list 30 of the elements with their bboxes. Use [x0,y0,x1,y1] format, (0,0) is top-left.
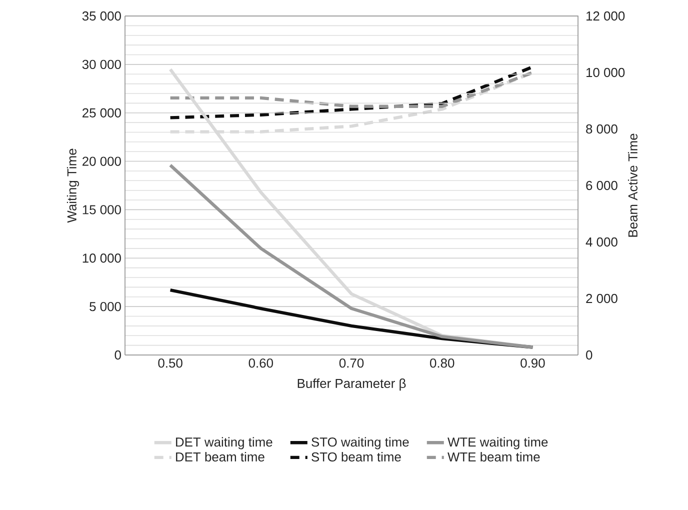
y2-tick-label: 10 000 [586,68,625,78]
y-axis-title: Waiting Time [66,148,80,223]
y-tick-label: 30 000 [82,60,121,70]
y-tick-label: 5 000 [90,302,121,312]
y2-tick-label: 0 [586,350,592,360]
y2-tick-label: 12 000 [586,11,625,21]
y2-tick-label: 2 000 [586,294,618,304]
y-tick-label: 25 000 [82,108,121,118]
legend-label: DET waiting time [176,437,272,450]
legend-label: WTE beam time [448,452,540,462]
x-tick-label: 0.50 [158,358,182,368]
y2-tick-label: 6 000 [586,180,618,190]
x-tick-label: 0.90 [520,358,545,368]
y2-tick-label: 8 000 [586,124,618,134]
line-series [168,164,534,349]
y-tick-label: 10 000 [82,254,121,263]
x-tick-label: 0.80 [430,358,454,368]
legend-label: STO beam time [312,452,401,462]
x-tick-label: 0.60 [248,358,274,368]
x-tick-label: 0.70 [339,358,364,368]
legend-label: DET beam time [176,452,264,462]
x-axis-title: Buffer Parameter β [298,378,406,391]
y-tick-label: 20 000 [82,156,121,166]
y2-tick-label: 4 000 [586,237,618,247]
y-tick-label: 35 000 [82,11,121,21]
legend-label: STO waiting time [312,437,409,450]
legend-label: WTE waiting time [448,437,548,450]
y2-axis-title: Beam Active Time [628,134,638,237]
y-tick-label: 15 000 [82,205,121,214]
y-tick-label: 0 [114,350,121,360]
